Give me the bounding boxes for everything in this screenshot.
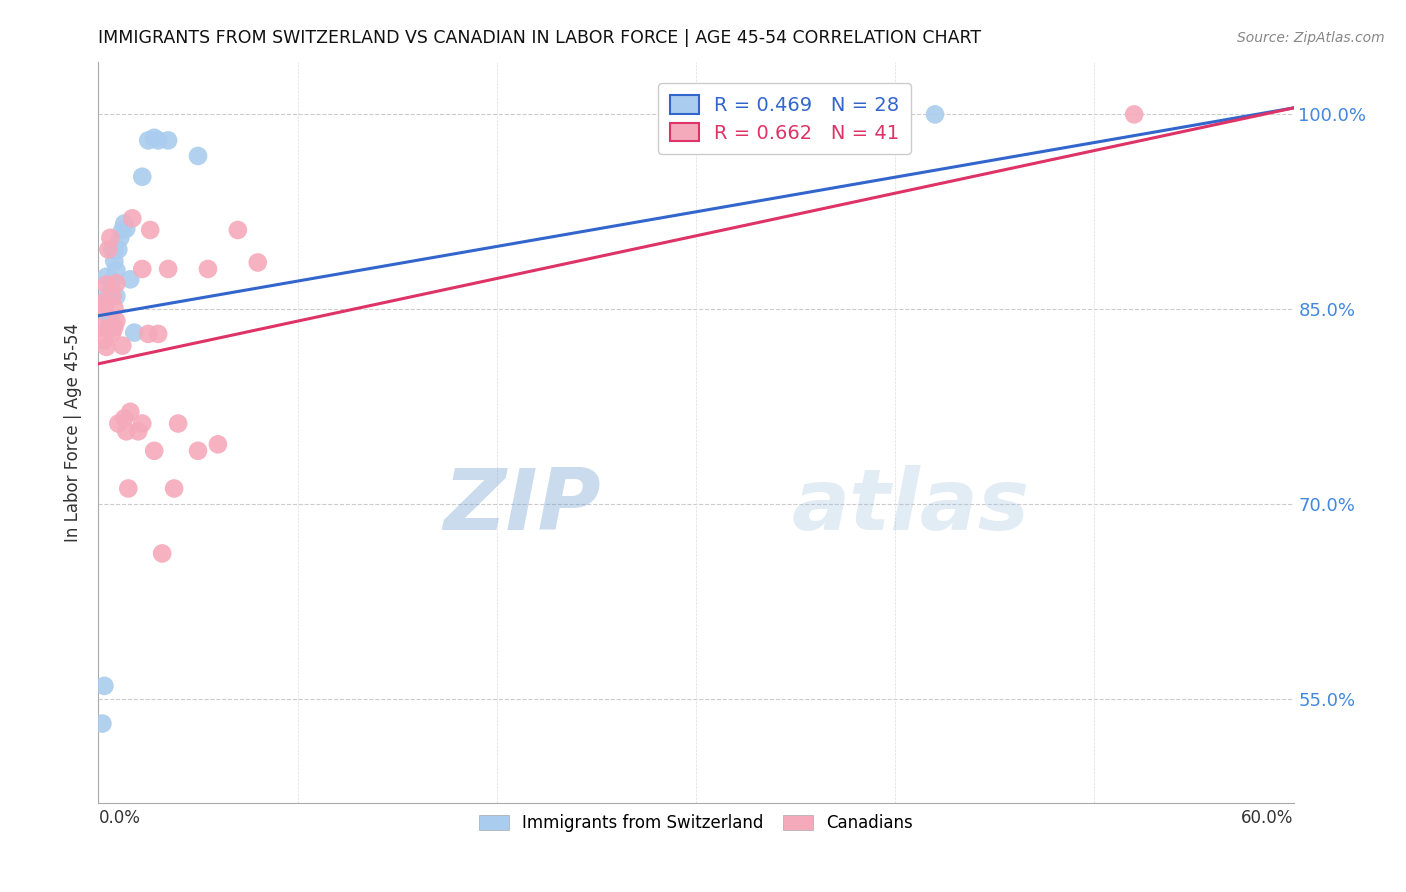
Point [187, 149, 209, 163]
Point [97, 286, 120, 301]
Point [105, 277, 128, 291]
Point [143, 443, 166, 458]
Y-axis label: In Labor Force | Age 45-54: In Labor Force | Age 45-54 [65, 323, 83, 542]
Point [101, 326, 124, 340]
Point [246, 255, 269, 269]
Point [91, 716, 114, 731]
Point [163, 482, 186, 496]
Point [107, 417, 129, 431]
Point [112, 411, 135, 425]
Point [89, 320, 111, 334]
Point [103, 301, 125, 315]
Point [157, 133, 180, 147]
Point [103, 244, 125, 258]
Point [143, 130, 166, 145]
Point [112, 217, 135, 231]
Point [136, 326, 159, 341]
Point [98, 319, 122, 334]
Point [120, 272, 142, 286]
Point [924, 107, 946, 121]
Point [98, 320, 122, 334]
Point [157, 262, 180, 277]
Point [115, 425, 138, 439]
Point [131, 262, 153, 277]
Point [105, 289, 128, 303]
Point [121, 211, 143, 226]
Point [93, 301, 115, 315]
Text: atlas: atlas [792, 465, 1029, 549]
Point [98, 231, 122, 245]
Point [131, 169, 153, 184]
Point [117, 482, 139, 496]
Text: ZIP: ZIP [443, 465, 600, 549]
Point [124, 326, 146, 340]
Point [139, 223, 162, 237]
Point [91, 295, 114, 310]
Point [93, 679, 115, 693]
Point [93, 334, 115, 348]
Point [197, 262, 219, 277]
Text: 60.0%: 60.0% [1241, 809, 1294, 827]
Point [167, 417, 190, 431]
Point [98, 311, 122, 326]
Point [103, 320, 125, 334]
Point [93, 295, 115, 310]
Point [105, 263, 128, 277]
Point [96, 277, 118, 292]
Point [101, 289, 124, 303]
Point [187, 443, 209, 458]
Point [107, 243, 129, 257]
Point [101, 243, 124, 257]
Point [148, 326, 170, 341]
Point [111, 223, 134, 237]
Point [136, 133, 159, 147]
Point [96, 340, 118, 354]
Point [103, 254, 125, 268]
Point [844, 107, 866, 121]
Point [101, 274, 124, 288]
Text: IMMIGRANTS FROM SWITZERLAND VS CANADIAN IN LABOR FORCE | AGE 45-54 CORRELATION C: IMMIGRANTS FROM SWITZERLAND VS CANADIAN … [98, 29, 981, 47]
Point [97, 243, 120, 257]
Point [150, 546, 173, 560]
Point [111, 338, 134, 352]
Point [207, 437, 229, 451]
Point [97, 322, 120, 336]
Point [110, 231, 132, 245]
Point [115, 221, 138, 235]
Point [97, 309, 120, 323]
Point [105, 314, 128, 328]
Point [96, 269, 118, 284]
Text: Source: ZipAtlas.com: Source: ZipAtlas.com [1237, 31, 1385, 45]
Point [148, 133, 170, 147]
Point [120, 405, 142, 419]
Point [131, 417, 153, 431]
Point [226, 223, 249, 237]
Legend: Immigrants from Switzerland, Canadians: Immigrants from Switzerland, Canadians [472, 807, 920, 838]
Point [1123, 107, 1146, 121]
Point [127, 425, 149, 439]
Text: 0.0%: 0.0% [98, 809, 141, 827]
